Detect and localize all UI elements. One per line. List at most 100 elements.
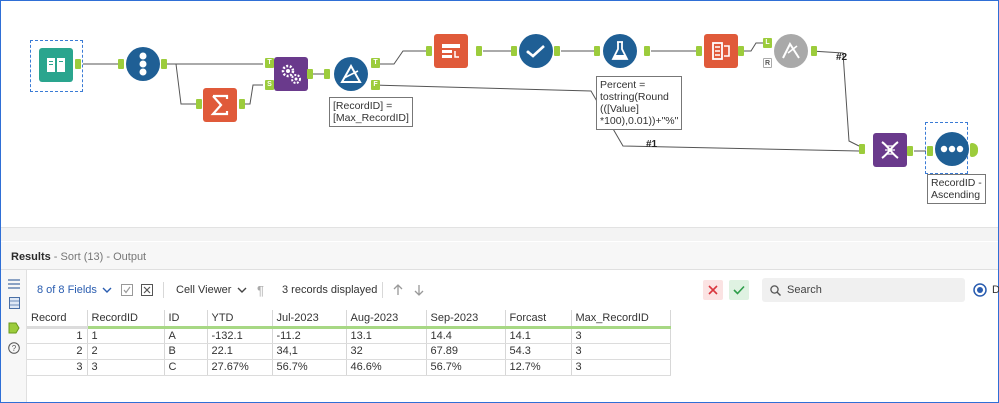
record-number-cell[interactable]: 2	[27, 343, 88, 360]
summarize-tool[interactable]	[203, 88, 237, 122]
data-radio[interactable]: D	[973, 270, 999, 310]
cell-viewer-dropdown[interactable]: Cell Viewer	[176, 270, 247, 310]
table-cell[interactable]: 3	[571, 343, 671, 360]
column-header[interactable]: Jul-2023	[272, 310, 347, 329]
filter-tool[interactable]	[334, 57, 368, 91]
output-anchor[interactable]	[239, 99, 245, 109]
column-header[interactable]: Sep-2023	[426, 310, 506, 329]
union-right-anchor[interactable]: R	[763, 58, 772, 68]
table-cell[interactable]: A	[164, 327, 208, 344]
table-cell[interactable]: 32	[346, 343, 427, 360]
column-header[interactable]: Forcast	[505, 310, 572, 329]
table-row[interactable]: 3 3 C 27.67% 56.7% 46.6% 56.7% 12.7% 3	[27, 359, 671, 376]
append-fields-tool[interactable]	[873, 133, 907, 167]
input-anchor[interactable]	[927, 146, 933, 156]
numbered-list-icon	[139, 52, 147, 76]
table-cell[interactable]: 3	[571, 327, 671, 344]
table-cell[interactable]: 3	[571, 359, 671, 376]
join-tool[interactable]	[274, 57, 308, 91]
output-anchor-icon[interactable]	[8, 322, 20, 334]
record-number-cell[interactable]: 3	[27, 359, 88, 376]
output-anchor[interactable]	[307, 69, 313, 79]
record-id-tool[interactable]	[126, 47, 160, 81]
column-header[interactable]: Aug-2023	[346, 310, 427, 329]
workflow-canvas[interactable]: T S T F [RecordID] = [Max_RecordID] Perc…	[1, 1, 998, 227]
table-cell[interactable]: 1	[87, 327, 165, 344]
arrow-up-icon[interactable]	[393, 270, 403, 310]
table-cell[interactable]: -132.1	[207, 327, 273, 344]
union-left-anchor[interactable]: L	[763, 38, 772, 48]
input-anchor[interactable]	[426, 46, 432, 56]
output-anchor[interactable]	[811, 46, 817, 56]
table-cell[interactable]: 2	[87, 343, 165, 360]
table-cell[interactable]: C	[164, 359, 208, 376]
filter-true-anchor[interactable]: T	[371, 58, 380, 68]
table-cell[interactable]: 34,1	[272, 343, 347, 360]
output-anchor[interactable]	[75, 59, 81, 69]
table-cell[interactable]: B	[164, 343, 208, 360]
table-cell[interactable]: 54.3	[505, 343, 572, 360]
table-cell[interactable]: 13.1	[346, 327, 427, 344]
record-number-cell[interactable]: 1	[27, 327, 88, 344]
input-anchor[interactable]	[696, 46, 702, 56]
input-anchor[interactable]	[324, 69, 330, 79]
union-tool[interactable]	[774, 34, 808, 68]
data-cleansing-tool[interactable]	[519, 34, 553, 68]
table-cell[interactable]: 22.1	[207, 343, 273, 360]
help-icon[interactable]: ?	[8, 342, 20, 354]
input-data-tool[interactable]	[39, 48, 73, 82]
output-anchor[interactable]	[738, 46, 744, 56]
canvas-splitter[interactable]	[1, 227, 998, 241]
table-cell[interactable]: 67.89	[426, 343, 506, 360]
formula-tool[interactable]	[603, 34, 637, 68]
input-anchor[interactable]	[196, 99, 202, 109]
deselect-icon[interactable]	[141, 270, 153, 310]
column-header[interactable]: ID	[164, 310, 208, 329]
fields-dropdown[interactable]: 8 of 8 Fields	[37, 270, 112, 310]
input-anchor[interactable]	[118, 59, 124, 69]
filter-false-anchor[interactable]: F	[371, 80, 380, 90]
join-target-anchor[interactable]: T	[265, 58, 274, 68]
table-cell[interactable]: -11.2	[272, 327, 347, 344]
select-tool[interactable]	[434, 34, 468, 68]
output-anchor[interactable]	[554, 46, 560, 56]
results-grid[interactable]: Record RecordID ID YTD Jul-2023 Aug-2023…	[27, 310, 998, 402]
table-cell[interactable]: 3	[87, 359, 165, 376]
table-view-icon[interactable]	[8, 297, 20, 309]
cancel-button[interactable]	[703, 280, 723, 300]
join-source-anchor[interactable]: S	[265, 80, 274, 90]
divider	[382, 282, 383, 298]
column-header[interactable]: Max_RecordID	[571, 310, 671, 329]
table-cell[interactable]: 27.67%	[207, 359, 273, 376]
chevron-down-icon	[237, 287, 247, 293]
checkbox-icon[interactable]	[121, 270, 133, 310]
table-cell[interactable]: 56.7%	[272, 359, 347, 376]
table-cell[interactable]: 14.1	[505, 327, 572, 344]
input-anchor[interactable]	[511, 46, 517, 56]
search-input[interactable]: Search	[762, 278, 965, 302]
output-anchor[interactable]	[644, 46, 650, 56]
output-anchor[interactable]	[970, 143, 978, 157]
pilcrow-icon[interactable]: ¶	[257, 282, 264, 298]
table-cell[interactable]: 56.7%	[426, 359, 506, 376]
table-cell[interactable]: 46.6%	[346, 359, 427, 376]
column-header[interactable]: Record	[27, 310, 88, 329]
table-cell[interactable]: 12.7%	[505, 359, 572, 376]
table-row[interactable]: 2 2 B 22.1 34,1 32 67.89 54.3 3	[27, 343, 671, 360]
multi-field-tool[interactable]	[704, 34, 738, 68]
wire-label-2: #2	[836, 52, 848, 63]
output-anchor[interactable]	[161, 59, 167, 69]
column-header[interactable]: YTD	[207, 310, 273, 329]
close-icon	[708, 285, 718, 295]
table-cell[interactable]: 14.4	[426, 327, 506, 344]
input-anchor[interactable]	[594, 46, 600, 56]
table-row[interactable]: 1 1 A -132.1 -11.2 13.1 14.4 14.1 3	[27, 327, 671, 344]
apply-button[interactable]	[729, 280, 749, 300]
column-header[interactable]: RecordID	[87, 310, 165, 329]
input-anchor[interactable]	[859, 144, 865, 154]
sort-tool[interactable]	[935, 132, 969, 166]
arrow-down-icon[interactable]	[414, 270, 424, 310]
output-anchor[interactable]	[907, 146, 913, 156]
list-view-icon[interactable]	[8, 278, 20, 290]
output-anchor[interactable]	[476, 46, 482, 56]
